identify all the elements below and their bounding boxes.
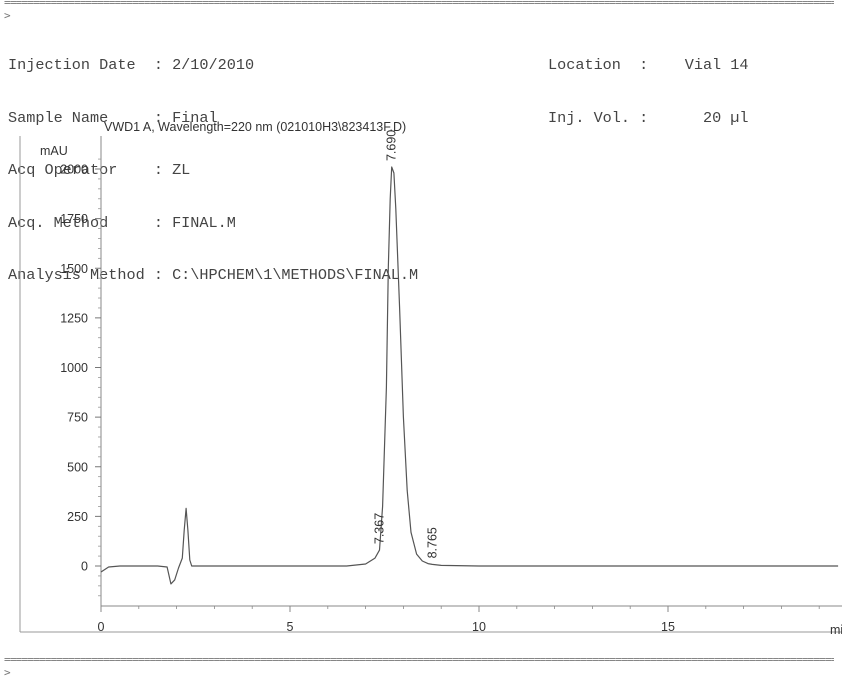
y-tick-label: 1750 (60, 212, 88, 226)
injection-date-value: 2/10/2010 (172, 56, 255, 74)
x-tick-label: 5 (287, 620, 294, 634)
y-tick-label: 750 (67, 411, 88, 425)
x-axis: 0 5 10 15 (98, 606, 820, 634)
peak-retention-label: 7.690 (385, 130, 399, 161)
chart-title: VWD1 A, Wavelength=220 nm (021010H3\8234… (104, 120, 406, 134)
analysis-method-value: C:\HPCHEM\1\METHODS\FINAL.M (172, 266, 419, 284)
injection-date-label: Injection Date (8, 56, 154, 74)
inj-vol-label: Inj. Vol. (548, 108, 640, 127)
location-value: Vial 14 (684, 56, 749, 74)
peak-retention-label: 8.765 (425, 527, 439, 558)
top-separator-rule: ========================================… (4, 0, 834, 22)
peak-retention-label: 7.367 (372, 513, 386, 544)
vial-info-block: Location : Vial 14 Inj. Vol. : 20 µl (548, 22, 749, 145)
injection-date-row: Injection Date : 2/10/2010 (8, 56, 255, 74)
y-tick-label: 1250 (60, 311, 88, 325)
x-tick-label: 10 (472, 620, 486, 634)
chromatogram-series (100, 166, 839, 585)
y-tick-label: 500 (67, 460, 88, 474)
y-tick-label: 2000 (60, 163, 88, 177)
inj-vol-value: 20 µl (702, 108, 749, 127)
plot-frame (19, 136, 842, 633)
y-tick-label: 250 (67, 510, 88, 524)
acq-method-value: FINAL.M (172, 213, 236, 232)
chromatogram-trace (100, 166, 839, 585)
analysis-method-row: Analysis Method : C:\HPCHEM\1\METHODS\FI… (8, 266, 419, 284)
sample-info-block: Injection Date : 2/10/2010 Sample Name :… (8, 22, 418, 302)
acq-operator-row: Acq Operator : ZL (8, 161, 191, 179)
sample-name-value: Final (172, 108, 218, 127)
bottom-separator-rule: ========================================… (4, 653, 834, 679)
y-tick-label: 1000 (60, 361, 88, 375)
location-label: Location (548, 56, 640, 74)
acq-operator-label: Acq Operator (8, 161, 154, 179)
y-tick-label: 0 (81, 560, 88, 574)
acq-method-label: Acq. Method (8, 213, 154, 232)
y-axis: 0 250 500 750 1000 1250 1500 1750 2000 (60, 158, 101, 597)
x-axis-unit-label: mi (830, 623, 842, 637)
sample-name-row: Sample Name : Final (8, 108, 218, 127)
x-tick-label: 15 (661, 620, 675, 634)
acq-method-row: Acq. Method : FINAL.M (8, 213, 236, 232)
peak-labels: 7.690 7.367 8.765 (372, 130, 439, 559)
x-tick-label: 0 (98, 620, 105, 634)
y-axis-unit-label: mAU (40, 144, 68, 158)
analysis-method-label: Analysis Method (8, 266, 154, 284)
inj-vol-row: Inj. Vol. : 20 µl (548, 108, 749, 127)
y-tick-label: 1500 (60, 262, 88, 276)
acq-operator-value: ZL (172, 161, 191, 179)
sample-name-label: Sample Name (8, 108, 154, 127)
location-row: Location : Vial 14 (548, 56, 749, 74)
